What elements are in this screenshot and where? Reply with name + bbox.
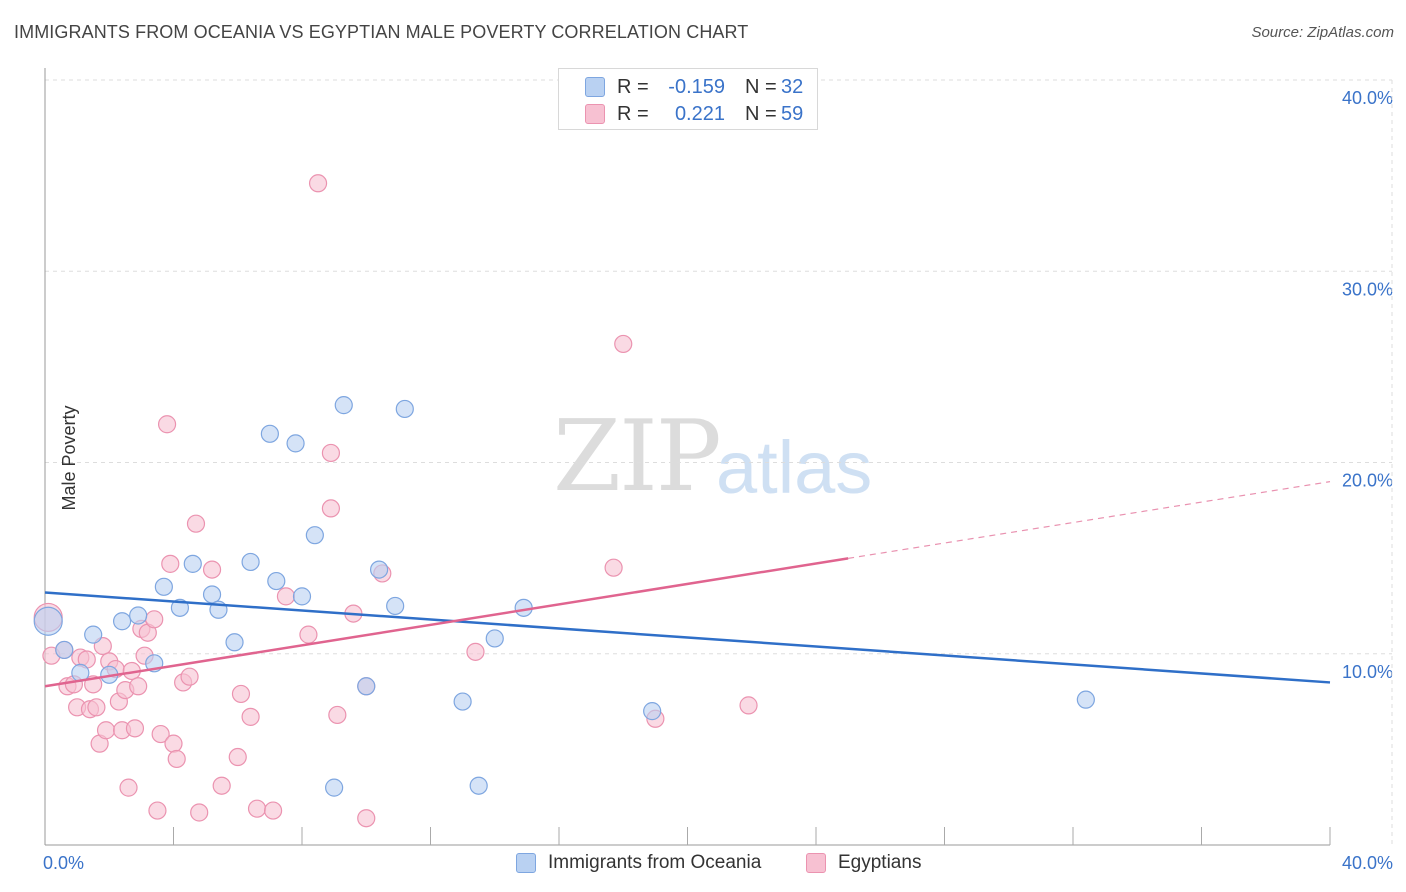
x-tick-label: 0.0%	[43, 853, 84, 873]
correlation-legend: R = -0.159 N = 32 R = 0.221 N = 59	[558, 68, 818, 130]
data-point-oceania	[84, 625, 103, 644]
legend-swatch-oceania	[516, 853, 536, 873]
chart-title: IMMIGRANTS FROM OCEANIA VS EGYPTIAN MALE…	[14, 22, 749, 42]
data-point-oceania	[325, 778, 344, 797]
legend-row-egyptians: R = 0.221 N = 59	[585, 100, 803, 128]
data-point-oceania	[241, 552, 260, 572]
legend-r-value: -0.159	[668, 75, 725, 98]
watermark-zip: ZIP	[553, 400, 722, 514]
data-point-egyptians	[125, 719, 145, 738]
x-tick-label: 40.0%	[1342, 853, 1393, 873]
data-point-oceania	[485, 629, 504, 648]
legend-r-label: R =	[617, 102, 649, 125]
legend-swatch-oceania	[585, 77, 605, 97]
y-tick-label: 30.0%	[1342, 279, 1393, 299]
legend-n-label: N =	[745, 102, 777, 125]
data-point-egyptians	[276, 587, 296, 606]
data-point-oceania	[55, 640, 74, 660]
data-point-oceania	[129, 606, 148, 625]
data-point-egyptians	[247, 799, 267, 818]
data-point-egyptians	[96, 721, 116, 740]
data-point-oceania	[334, 396, 353, 415]
data-point-oceania	[112, 612, 132, 631]
data-point-oceania	[643, 702, 662, 721]
data-point-oceania	[154, 577, 173, 596]
y-tick-label: 20.0%	[1342, 471, 1393, 491]
data-point-egyptians	[299, 625, 318, 644]
trend-line-oceania	[44, 591, 1331, 684]
data-point-oceania	[395, 399, 414, 419]
data-point-egyptians	[167, 749, 186, 769]
y-tick-label: 10.0%	[1342, 662, 1393, 682]
data-point-egyptians	[739, 696, 758, 715]
data-point-egyptians	[119, 778, 138, 797]
legend-swatch-egyptians	[806, 853, 826, 873]
legend-label-egyptians: Egyptians	[838, 852, 922, 873]
data-point-egyptians	[202, 560, 222, 579]
data-point-egyptians	[466, 642, 485, 661]
data-point-egyptians	[148, 801, 167, 820]
data-point-egyptians	[231, 684, 251, 704]
legend-n-value: 32	[781, 75, 804, 98]
data-point-egyptians	[129, 677, 148, 696]
data-point-oceania	[357, 677, 376, 696]
data-point-oceania	[370, 560, 389, 579]
data-point-egyptians	[87, 698, 106, 717]
data-point-egyptians	[604, 558, 623, 577]
data-point-egyptians	[321, 443, 341, 463]
legend-item-egyptians: Egyptians	[806, 852, 921, 874]
legend-label-oceania: Immigrants from Oceania	[548, 852, 762, 873]
data-point-oceania	[292, 587, 312, 606]
data-point-oceania	[170, 598, 190, 617]
data-point-egyptians	[180, 667, 199, 686]
data-point-egyptians	[161, 554, 180, 573]
data-point-oceania	[225, 633, 244, 652]
data-point-egyptians	[151, 724, 170, 744]
legend-r-value: 0.221	[674, 102, 725, 125]
data-point-egyptians	[241, 707, 260, 726]
watermark-atlas: atlas	[716, 426, 873, 509]
data-point-oceania	[202, 585, 222, 604]
trend-line-egyptians	[44, 557, 849, 688]
legend-r-label: R =	[617, 75, 649, 98]
data-point-egyptians	[145, 610, 164, 629]
data-point-oceania	[305, 526, 324, 545]
y-tick-label: 40.0%	[1342, 88, 1393, 108]
trend-line-dashed-egyptians	[848, 481, 1331, 559]
data-point-oceania	[386, 596, 405, 616]
data-point-oceania	[267, 571, 286, 591]
data-point-egyptians	[212, 776, 231, 795]
data-point-egyptians	[228, 747, 247, 767]
data-point-egyptians	[263, 801, 283, 820]
data-point-oceania	[260, 424, 279, 443]
data-point-egyptians	[321, 499, 341, 518]
data-point-egyptians	[614, 334, 633, 354]
data-point-egyptians	[328, 705, 347, 725]
data-point-oceania	[183, 554, 202, 573]
legend-n-label: N =	[745, 75, 777, 98]
data-point-oceania	[286, 434, 305, 453]
data-point-oceania	[33, 606, 63, 636]
source-label: Source: ZipAtlas.com	[1251, 24, 1394, 41]
legend-item-oceania: Immigrants from Oceania	[516, 852, 761, 874]
legend-swatch-egyptians	[585, 104, 605, 124]
legend-row-oceania: R = -0.159 N = 32	[585, 73, 803, 101]
legend-n-value: 59	[781, 102, 804, 125]
data-point-egyptians	[308, 174, 328, 193]
y-axis-label: Male Poverty	[59, 405, 80, 511]
data-point-oceania	[469, 776, 488, 795]
data-point-egyptians	[186, 514, 206, 533]
data-point-egyptians	[157, 415, 177, 434]
data-point-oceania	[453, 692, 472, 711]
data-point-egyptians	[190, 803, 209, 822]
data-point-egyptians	[357, 809, 376, 828]
data-point-oceania	[1076, 690, 1095, 709]
data-point-egyptians	[164, 734, 183, 753]
